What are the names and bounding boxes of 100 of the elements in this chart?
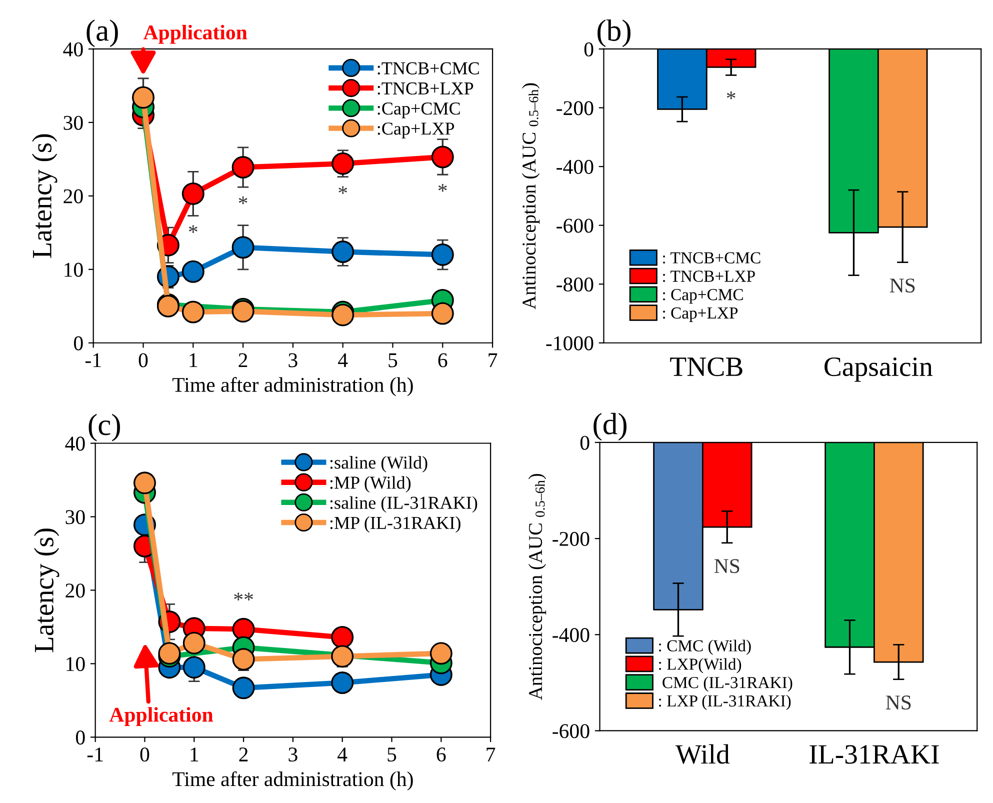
x-tick-label: -1 — [85, 353, 101, 368]
y-tick-label: 10 — [66, 657, 85, 672]
annotation: * — [238, 196, 248, 204]
x-tick-label: TNCB — [670, 357, 742, 376]
point — [132, 86, 154, 109]
legend-label: :saline (Wild) — [330, 456, 428, 472]
point — [182, 260, 204, 283]
point — [182, 182, 204, 205]
legend-label: :Cap+LXP — [378, 122, 454, 138]
x-tick-label: 3 — [288, 748, 298, 762]
legend-label: :TNCB+CMC — [378, 62, 479, 75]
y-tick-label: -1000 — [546, 336, 594, 350]
text: Application — [143, 24, 248, 44]
y-axis-title: Latency (s) — [32, 134, 58, 258]
legend-label: : Cap+LXP — [663, 307, 738, 322]
point — [331, 672, 354, 694]
legend-label: :MP (Wild) — [330, 476, 411, 492]
x-axis-title: Time after administration (h) — [172, 377, 413, 396]
point — [332, 240, 354, 264]
x-tick-label: 2 — [239, 748, 248, 762]
legend-label: : TNCB+CMC — [663, 252, 760, 264]
y-tick-label: -600 — [556, 218, 594, 233]
annotation: NS — [714, 559, 740, 574]
point — [431, 243, 454, 266]
y-tick-label: 0 — [74, 336, 83, 350]
annotation: ** — [234, 592, 253, 600]
point — [232, 648, 255, 671]
legend-label: :TNCB+LXP — [378, 82, 474, 95]
y-tick-label: 0 — [580, 436, 590, 450]
x-tick-label: 0 — [140, 747, 150, 762]
y-axis-title: Antinociception (AUC $_{0.5–6h}$) — [522, 83, 540, 310]
x-tick-label: 1 — [190, 748, 198, 762]
point — [430, 642, 452, 665]
point — [232, 236, 254, 259]
legend-label: : CMC (Wild) — [659, 640, 751, 655]
x-tick-label: 7 — [488, 353, 498, 368]
x-tick-label: Capsaicin — [824, 357, 933, 382]
annotation: Application — [109, 707, 214, 726]
x-tick-label: IL-31RAKI — [810, 745, 939, 764]
x-tick-label: 6 — [436, 748, 446, 762]
x-axis-title: Time after administration (h) — [172, 771, 413, 790]
point — [431, 146, 454, 168]
y-axis-title: Antinociception (AUC $_{0.5–6h}$) — [528, 474, 546, 700]
point — [331, 626, 354, 648]
y-axis-title: Latency (s) — [34, 528, 60, 652]
annotation: NS — [886, 696, 911, 710]
y-tick-label: 10 — [64, 262, 83, 277]
y-tick-label: -400 — [556, 160, 594, 174]
point — [332, 152, 354, 175]
y-tick-label: 40 — [65, 436, 85, 451]
y-tick-label: 0 — [584, 42, 594, 56]
chart-title: (b) — [598, 19, 630, 48]
legend-label: : TNCB+LXP — [663, 270, 755, 282]
legend-label: :Cap+CMC — [378, 102, 460, 118]
legend-label: : LXP (IL-31RAKI) — [659, 694, 791, 710]
x-tick-label: 0 — [138, 353, 148, 368]
y-tick-label: -600 — [552, 724, 590, 738]
y-tick-label: 40 — [63, 42, 83, 56]
y-tick-label: -200 — [552, 532, 590, 546]
annotation: * — [188, 225, 198, 233]
legend-label: CMC (IL-31RAKI) — [662, 676, 792, 692]
point — [182, 300, 204, 324]
legend-label: : Cap+CMC — [663, 289, 743, 304]
y-tick-label: -200 — [556, 101, 594, 116]
y-tick-label: 0 — [76, 730, 85, 745]
x-tick-label: 3 — [288, 353, 298, 368]
legend-label: : LXP(Wild) — [659, 658, 742, 674]
x-tick-label: 5 — [388, 748, 396, 762]
point — [182, 632, 206, 654]
annotation: * — [338, 186, 348, 194]
point — [232, 156, 254, 179]
annotation: * — [438, 184, 447, 192]
point — [232, 618, 255, 640]
point — [232, 676, 255, 700]
point — [331, 645, 354, 668]
y-tick-label: 30 — [64, 116, 83, 130]
chart-title: (a) — [86, 19, 118, 48]
x-tick-label: 7 — [486, 748, 496, 762]
point — [431, 302, 454, 325]
annotation: NS — [890, 278, 915, 293]
chart-title: (d) — [594, 412, 627, 441]
x-tick-label: 1 — [190, 353, 198, 368]
x-tick-label: 5 — [388, 353, 398, 368]
x-tick-label: Wild — [675, 744, 730, 764]
y-tick-label: 20 — [64, 189, 83, 204]
y-tick-label: -400 — [552, 628, 590, 642]
annotation: * — [726, 92, 736, 100]
point — [133, 472, 156, 494]
legend-label: :saline (IL-31RAKI) — [330, 496, 478, 513]
point — [182, 656, 206, 679]
x-tick-label: -1 — [87, 748, 103, 762]
legend-label: :MP (IL-31RAKI) — [330, 516, 460, 533]
y-tick-label: 30 — [66, 510, 85, 524]
x-tick-label: 2 — [238, 353, 248, 368]
y-tick-label: -800 — [556, 277, 594, 292]
x-tick-label: 6 — [438, 353, 448, 368]
x-tick-label: 4 — [338, 353, 348, 368]
x-tick-label: 4 — [338, 748, 348, 762]
y-tick-label: 20 — [66, 584, 85, 598]
chart-title: (c) — [88, 414, 120, 442]
